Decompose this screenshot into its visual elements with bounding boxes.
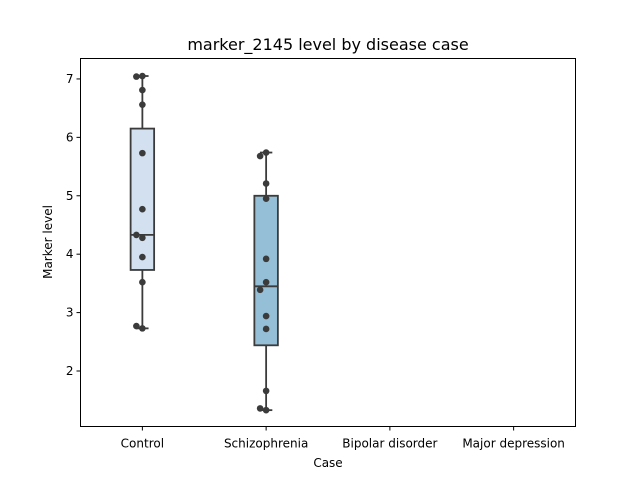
data-point [262,325,270,333]
data-point [139,149,146,157]
data-point [139,253,146,261]
box [253,194,279,347]
y-axis: 2 3 4 5 6 7 [66,72,81,378]
y-tick-label: 3 [66,306,74,320]
data-point [262,180,270,187]
data-point [262,255,270,263]
x-axis-label: Case [313,456,342,470]
x-tick-label: Schizophrenia [224,437,308,451]
y-axis-label: Marker level [41,205,55,279]
y-tick-label: 4 [66,247,74,261]
x-axis: Control Schizophrenia Bipolar disorder Majo… [121,426,565,451]
box-group [253,149,279,414]
data-point [262,387,270,395]
data-point [262,278,270,286]
data-point [262,195,270,202]
data-point [133,73,140,80]
data-point [262,406,270,414]
data-point [256,405,264,412]
x-tick-label: Major depression [462,437,565,451]
box [129,127,156,271]
y-tick-label: 5 [66,189,74,203]
plot-area [129,72,279,414]
box-group [129,72,156,332]
data-point [139,72,146,80]
data-point [133,231,140,239]
data-point [139,234,146,242]
y-tick-label: 2 [66,364,74,378]
data-point [139,278,146,286]
y-tick-label: 7 [66,72,74,86]
data-point [139,86,146,94]
data-point [256,286,264,294]
x-tick-label: Bipolar disorder [342,437,437,451]
data-point [139,101,146,108]
data-point [262,149,270,156]
data-point [256,152,264,160]
data-point [139,205,146,213]
plot-frame [80,58,576,427]
y-tick-label: 6 [66,130,74,144]
data-point [133,322,140,330]
data-point [262,312,270,320]
x-tick-label: Control [121,437,164,451]
chart-title: marker_2145 level by disease case [187,35,468,55]
data-point [139,325,146,332]
